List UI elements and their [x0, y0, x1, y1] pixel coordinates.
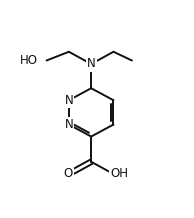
Text: N: N [64, 118, 73, 131]
Text: HO: HO [20, 54, 38, 67]
Text: N: N [87, 58, 96, 70]
Text: N: N [64, 94, 73, 107]
Text: O: O [63, 167, 73, 181]
Text: OH: OH [110, 167, 128, 181]
